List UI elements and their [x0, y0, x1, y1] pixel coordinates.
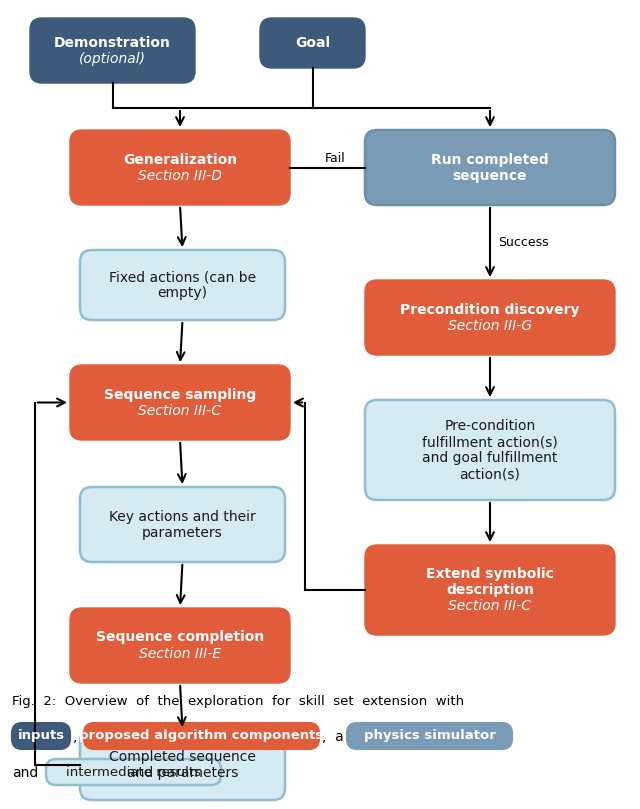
FancyBboxPatch shape: [46, 759, 221, 785]
FancyBboxPatch shape: [30, 18, 195, 83]
FancyBboxPatch shape: [70, 130, 290, 205]
Text: ,  a: , a: [322, 730, 344, 744]
FancyBboxPatch shape: [80, 730, 285, 800]
FancyBboxPatch shape: [84, 723, 319, 749]
FancyBboxPatch shape: [365, 280, 615, 355]
Text: Run completed: Run completed: [431, 153, 549, 167]
Text: proposed algorithm components: proposed algorithm components: [79, 730, 324, 743]
Text: Fixed actions (can be: Fixed actions (can be: [109, 270, 256, 284]
Text: description: description: [446, 583, 534, 597]
FancyBboxPatch shape: [365, 400, 615, 500]
FancyBboxPatch shape: [347, 723, 512, 749]
Text: action(s): action(s): [460, 467, 520, 481]
Text: Demonstration: Demonstration: [54, 36, 171, 49]
Text: Success: Success: [498, 236, 548, 249]
FancyBboxPatch shape: [12, 723, 70, 749]
Text: and parameters: and parameters: [127, 766, 238, 780]
FancyBboxPatch shape: [260, 18, 365, 68]
Text: parameters: parameters: [142, 526, 223, 540]
Text: Section III-C: Section III-C: [138, 404, 221, 417]
Text: ,: ,: [73, 730, 77, 744]
Text: Fig.  2:  Overview  of  the  exploration  for  skill  set  extension  with: Fig. 2: Overview of the exploration for …: [12, 695, 464, 708]
Text: Generalization: Generalization: [123, 153, 237, 167]
Text: Pre-condition: Pre-condition: [444, 419, 536, 433]
Text: Section III-C: Section III-C: [449, 599, 531, 613]
Text: Sequence completion: Sequence completion: [96, 630, 264, 645]
Text: Fail: Fail: [325, 151, 346, 164]
Text: inputs: inputs: [17, 730, 65, 743]
Text: Completed sequence: Completed sequence: [109, 750, 256, 764]
Text: intermediate results: intermediate results: [66, 765, 201, 778]
Text: sequence: sequence: [452, 168, 527, 183]
Text: physics simulator: physics simulator: [364, 730, 495, 743]
Text: empty): empty): [157, 286, 207, 300]
Text: Section III-D: Section III-D: [138, 168, 222, 183]
FancyBboxPatch shape: [80, 487, 285, 562]
FancyBboxPatch shape: [365, 545, 615, 635]
Text: Key actions and their: Key actions and their: [109, 510, 256, 523]
Text: Precondition discovery: Precondition discovery: [400, 303, 580, 316]
Text: Goal: Goal: [295, 36, 330, 50]
FancyBboxPatch shape: [365, 130, 615, 205]
Text: Section III-G: Section III-G: [448, 319, 532, 332]
Text: (optional): (optional): [79, 52, 146, 66]
FancyBboxPatch shape: [70, 608, 290, 683]
Text: fulfillment action(s): fulfillment action(s): [422, 435, 558, 449]
FancyBboxPatch shape: [70, 365, 290, 440]
Text: Sequence sampling: Sequence sampling: [104, 388, 256, 401]
Text: Extend symbolic: Extend symbolic: [426, 567, 554, 581]
FancyBboxPatch shape: [80, 250, 285, 320]
Text: and: and: [12, 766, 38, 780]
Text: .: .: [224, 766, 228, 780]
Text: and goal fulfillment: and goal fulfillment: [422, 451, 557, 465]
Text: Section III-E: Section III-E: [139, 646, 221, 660]
